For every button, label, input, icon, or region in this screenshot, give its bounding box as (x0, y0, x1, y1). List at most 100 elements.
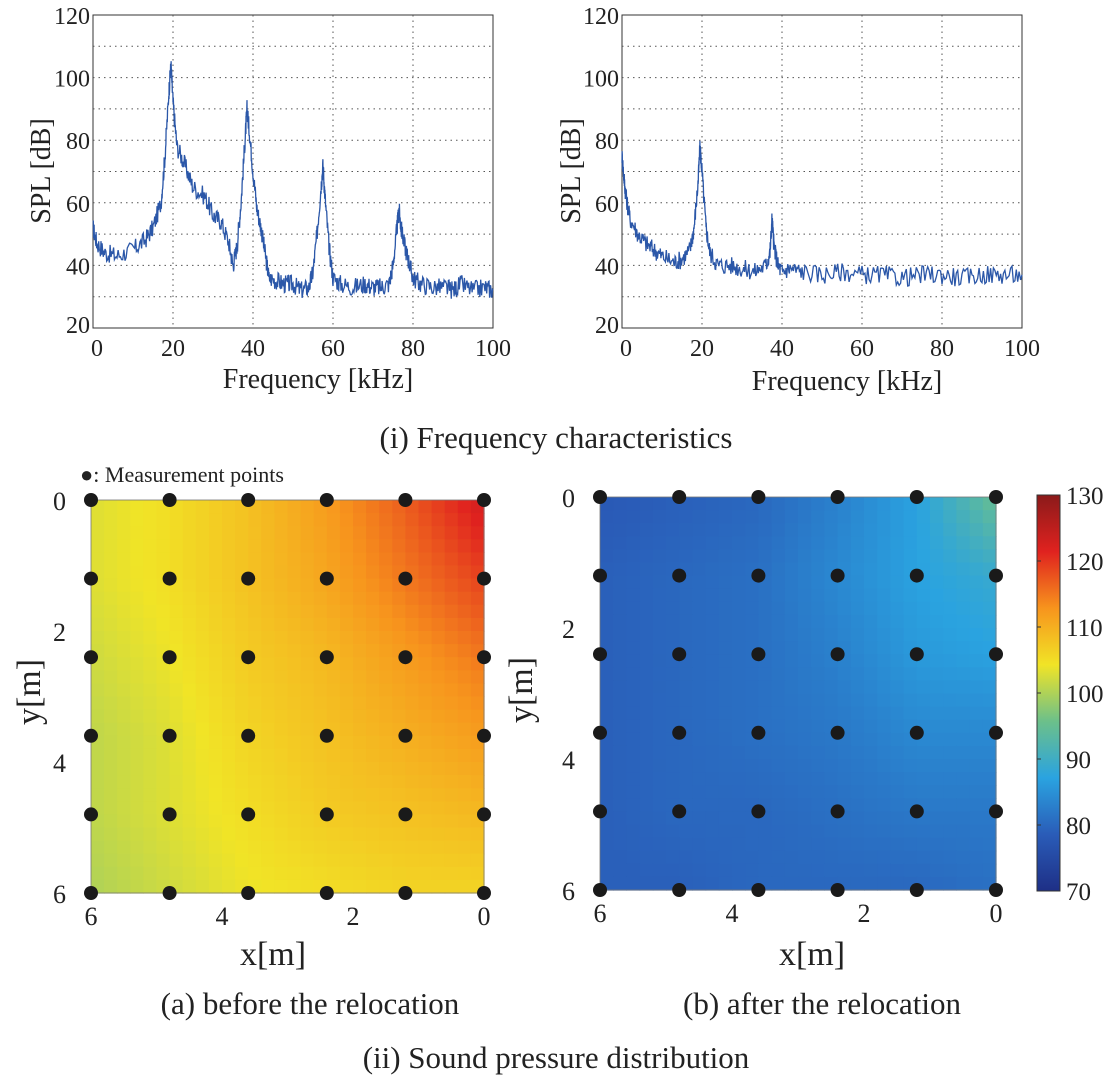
heatmap-cell (287, 578, 302, 593)
heatmap-cell (300, 526, 315, 540)
heatmap-cell (943, 667, 957, 681)
heatmap-cell (850, 562, 865, 577)
measurement-point (593, 647, 607, 662)
heatmap-cell (877, 693, 891, 708)
y-tick-label: 2 (53, 618, 66, 647)
measurement-point (751, 647, 766, 662)
heatmap-cell (930, 641, 944, 655)
heatmap-cell (771, 745, 786, 760)
heatmap-cell (379, 840, 393, 855)
heatmap-cell (652, 588, 667, 603)
heatmap-cell (300, 617, 315, 632)
heatmap-cell (261, 500, 275, 514)
heatmap-cell (652, 811, 667, 826)
heatmap-cell (798, 628, 812, 642)
heatmap-cell (208, 591, 223, 606)
heatmap-cell (956, 562, 971, 577)
heatmap-cell (104, 539, 118, 553)
heatmap-cell (652, 523, 667, 537)
heatmap-cell (692, 588, 707, 603)
heatmap-cell (705, 497, 720, 511)
measurement-point (751, 725, 766, 740)
heatmap-cell (652, 536, 667, 550)
heatmap-cell (195, 565, 210, 580)
heatmap-cell (195, 513, 210, 527)
heatmap-cell (444, 683, 459, 698)
heatmap-cell (208, 853, 223, 868)
heatmap-cell (837, 863, 852, 878)
heatmap-cell (943, 523, 957, 537)
heatmap-cell (117, 696, 131, 711)
heatmap-cell (470, 552, 485, 567)
heatmap-cell (652, 601, 667, 616)
heatmap-cell (666, 680, 680, 695)
heatmap-cell (156, 617, 171, 632)
x-tick-label: 6 (85, 902, 98, 931)
heatmap-cell (222, 709, 236, 724)
heatmap-cell (248, 631, 262, 645)
heatmap-cell (418, 801, 433, 815)
heatmap-cell (600, 772, 614, 786)
heatmap-cell (705, 667, 720, 681)
heatmap-cell (300, 827, 315, 842)
heatmap-cell (600, 693, 614, 708)
heatmap-cell (600, 536, 614, 550)
heatmap-cell (222, 879, 236, 894)
heatmap-cell (117, 866, 131, 881)
heatmap-cell (639, 628, 654, 642)
measurement-point (909, 804, 924, 819)
heatmap-cell (457, 801, 472, 815)
heatmap-cell (771, 785, 786, 799)
heatmap-cell (718, 798, 733, 812)
heatmap-cell (392, 552, 406, 567)
heatmap-cell (431, 604, 446, 619)
heatmap-cell (444, 696, 459, 711)
heatmap-cell (850, 549, 865, 564)
colorbar-tick-label: 110 (1066, 615, 1103, 642)
heatmap-cell (300, 565, 315, 580)
heatmap-cell (956, 680, 971, 695)
heatmap-cell (222, 578, 236, 593)
heatmap-cell (130, 683, 144, 698)
heatmap-cell (366, 500, 380, 514)
heatmap-cell (811, 850, 825, 865)
heatmap-cell (208, 735, 223, 750)
heatmap-cell (379, 709, 393, 724)
heatmap-cell (248, 762, 262, 776)
heatmap-cell (248, 709, 262, 724)
heatmap-cell (705, 575, 720, 590)
heatmap-cell (353, 631, 367, 645)
heatmap-cell (758, 510, 773, 524)
heatmap-cell (613, 614, 627, 629)
heatmap-cell (339, 814, 354, 829)
heatmap-cell (943, 745, 957, 760)
heatmap-cell (600, 667, 614, 681)
heatmap-cell (353, 722, 367, 737)
heatmap-cell (864, 745, 878, 760)
measurement-point (398, 807, 413, 822)
heatmap-cell (457, 775, 472, 789)
measurement-point (477, 807, 491, 822)
heatmap-cell (143, 631, 158, 645)
heatmap-cell (969, 614, 984, 629)
heatmap-cell (287, 565, 302, 580)
heatmap-cell (824, 706, 839, 721)
heatmap-cell (798, 562, 812, 577)
heatmap-cell (890, 876, 905, 891)
heatmap-cell (969, 719, 984, 734)
heatmap-cell (366, 683, 380, 698)
heatmap-cell (916, 510, 931, 524)
heatmap-cell (195, 762, 210, 776)
heatmap-cell (143, 565, 158, 580)
heatmap-cell (916, 549, 931, 564)
heatmap-cell (143, 879, 158, 894)
heatmap-cell (798, 837, 812, 852)
heatmap-cell (771, 523, 786, 537)
heatmap-after-measurement-points (593, 490, 1003, 897)
heatmap-cell (470, 866, 485, 881)
heatmap-cell (824, 824, 839, 839)
heatmap-cell (679, 863, 693, 878)
heatmap-cell (222, 513, 236, 527)
heatmap-cell (758, 601, 773, 616)
heatmap-cell (745, 850, 759, 865)
